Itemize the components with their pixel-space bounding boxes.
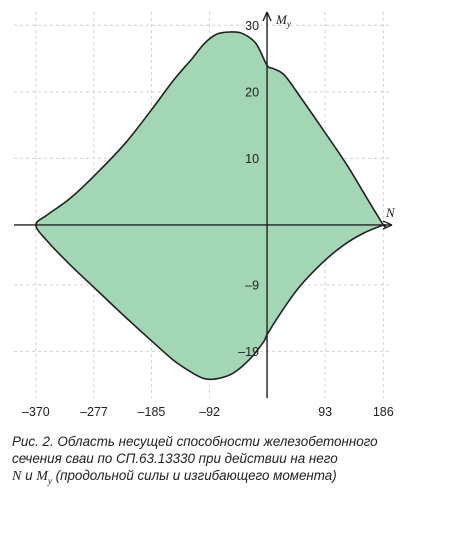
caption-m-sub: y xyxy=(47,475,52,486)
caption-line-1: Рис. 2. Область несущей способности желе… xyxy=(12,434,378,449)
x-tick-label: –185 xyxy=(138,405,166,419)
chart: –370 –277 –185 –92 93 186 30 20 10 –9 –19 N My xyxy=(14,11,396,419)
y-axis-label: My xyxy=(275,12,291,29)
caption-line-2: сечения сваи по СП.63.13330 при действии… xyxy=(12,451,338,466)
y-tick-label: 30 xyxy=(245,19,259,33)
axes xyxy=(14,11,393,398)
y-axis-label-main: M xyxy=(275,12,288,27)
x-tick-label: –370 xyxy=(22,405,50,419)
caption-n-symbol: N xyxy=(12,469,22,484)
tick-labels: –370 –277 –185 –92 93 186 30 20 10 –9 –19 xyxy=(22,19,394,419)
caption-and: и xyxy=(21,468,37,483)
caption-m-main: M xyxy=(36,469,48,484)
caption-m-symbol: My xyxy=(36,469,52,486)
y-tick-label: –19 xyxy=(238,345,259,359)
caption-rest: (продольной силы и изгибающего момента) xyxy=(51,468,337,483)
x-tick-label: –277 xyxy=(80,405,108,419)
figure-caption: Рис. 2. Область несущей способности желе… xyxy=(12,433,452,485)
y-tick-label: –9 xyxy=(245,278,259,292)
x-axis-label: N xyxy=(385,205,396,220)
y-tick-label: 20 xyxy=(245,85,259,99)
x-tick-label: –92 xyxy=(199,405,220,419)
y-tick-label: 10 xyxy=(245,152,259,166)
x-tick-label: 186 xyxy=(373,405,394,419)
caption-line-3: N и My (продольной силы и изгибающего мо… xyxy=(12,467,452,485)
y-axis-label-sub: y xyxy=(286,19,291,29)
y-axis-arrow xyxy=(262,11,272,22)
bearing-capacity-region xyxy=(35,31,387,381)
x-axis-arrow xyxy=(382,220,393,230)
x-tick-label: 93 xyxy=(318,405,332,419)
